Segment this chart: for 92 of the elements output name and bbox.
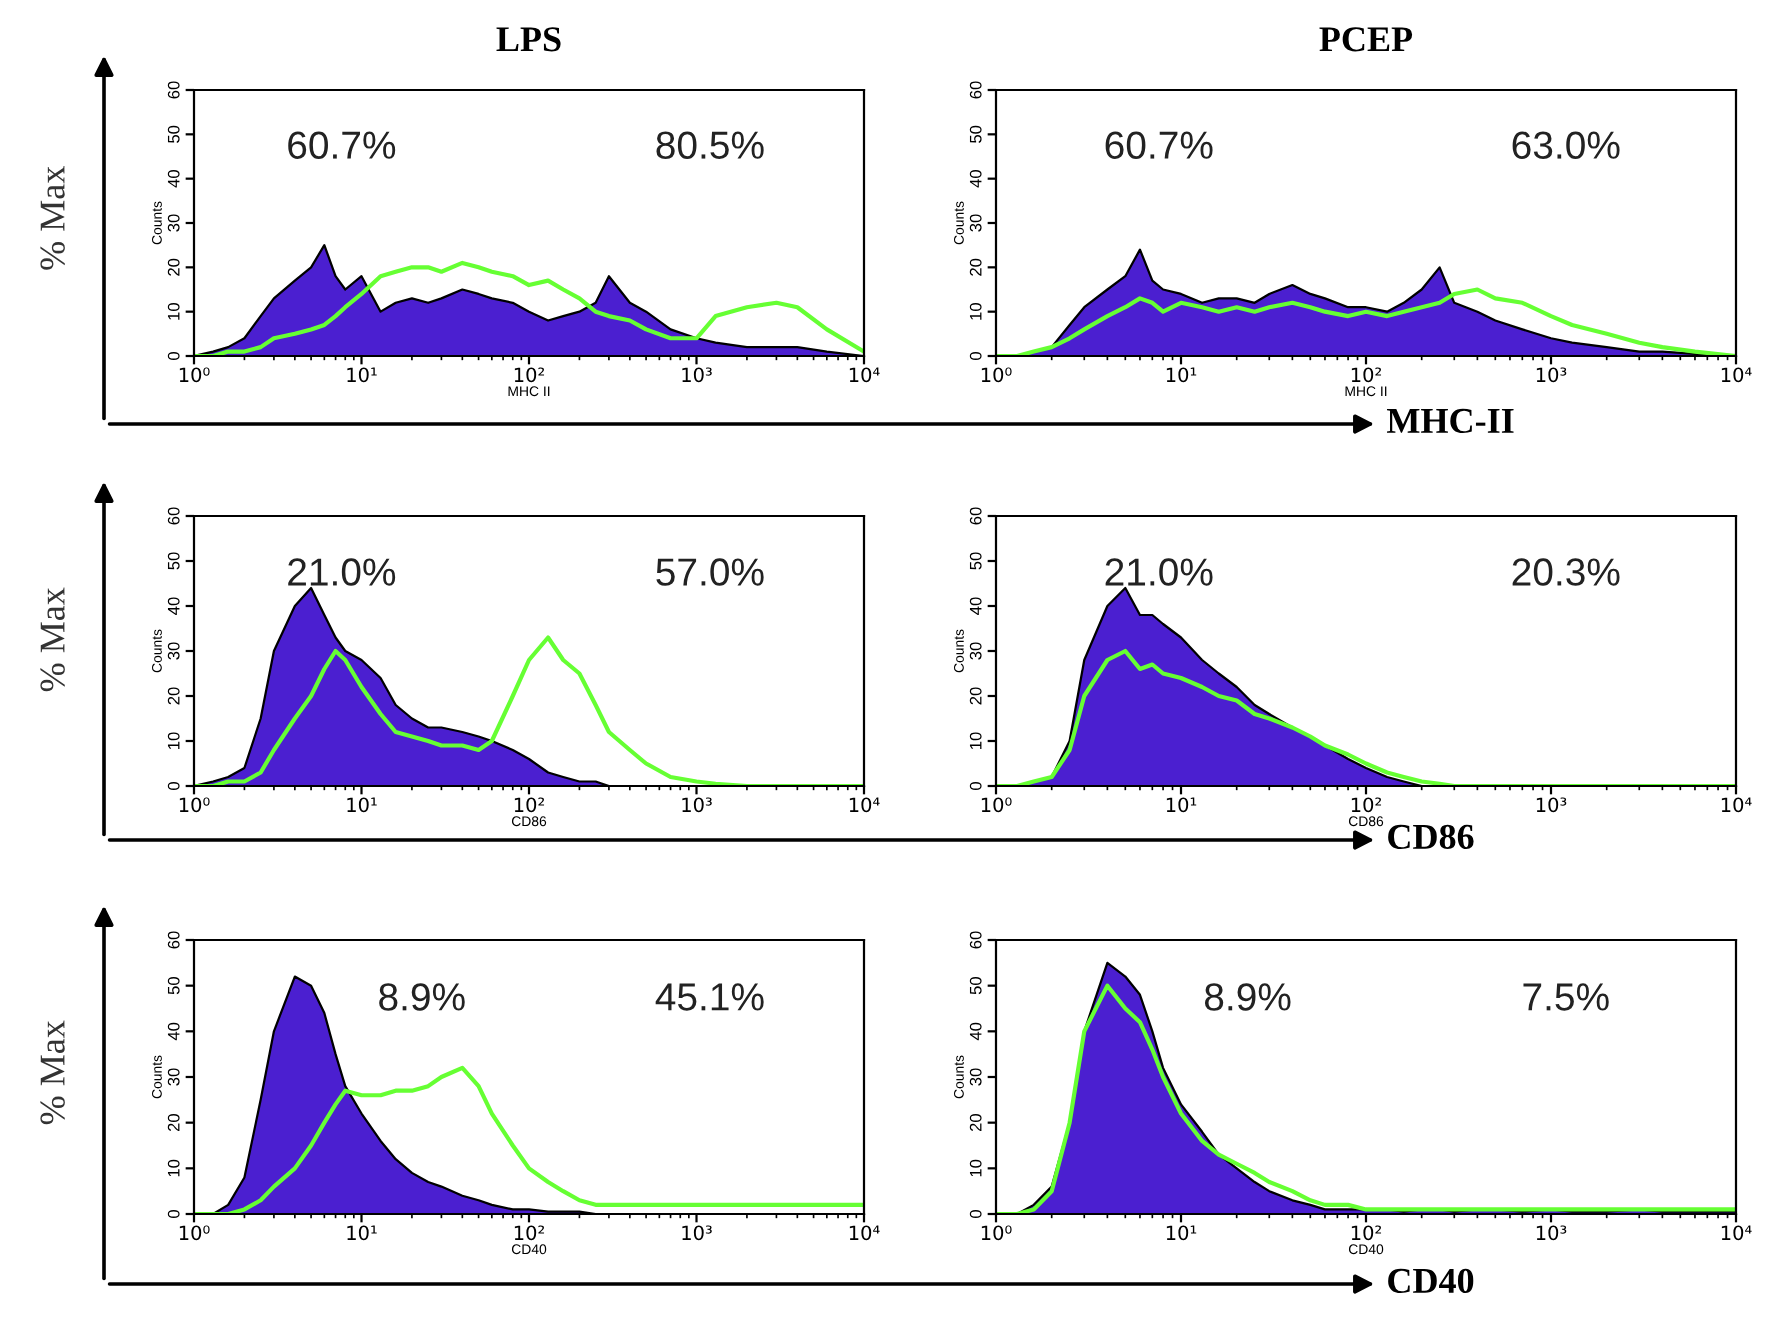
annotation: 7.5% <box>1523 983 1609 1011</box>
y-tick-label: 20 <box>969 258 982 276</box>
y-tick-label: 30 <box>969 214 982 232</box>
y-tick-label: 60 <box>167 931 180 949</box>
y-tick-label: 40 <box>969 1022 982 1041</box>
y-tick-label: 50 <box>167 977 180 995</box>
annotation: 60.7% <box>288 131 396 159</box>
y-tick-label: 0 <box>167 782 180 790</box>
y-tick-label: 60 <box>167 81 180 99</box>
y-tick-label: 30 <box>167 1068 180 1086</box>
y-tick-label: 10 <box>969 732 982 749</box>
x-tick-label: 10¹ <box>1166 367 1197 383</box>
y-tick-label: 0 <box>167 352 180 360</box>
text: CD86 <box>1388 824 1474 850</box>
y-tick-label: 60 <box>969 931 982 949</box>
x-tick-label: 10⁰ <box>179 1225 210 1241</box>
x-tick-label: 10⁴ <box>849 797 880 813</box>
y-tick-label: 10 <box>969 1159 982 1177</box>
x-tick-label: 10⁰ <box>981 797 1012 813</box>
y-tick-label: 20 <box>969 1114 982 1132</box>
text: MHC-II <box>1386 408 1514 434</box>
y-tick-label: 50 <box>167 552 180 570</box>
x-tick-label: 10⁴ <box>849 367 880 383</box>
x-tick-label: 10⁰ <box>981 367 1012 383</box>
y-tick-label: 60 <box>167 507 180 525</box>
text: CD40 <box>1388 1268 1474 1294</box>
annotation: 8.9% <box>379 983 465 1011</box>
y-tick-label: 20 <box>167 687 180 705</box>
y-tick-label: 50 <box>969 125 982 143</box>
y-tick-label: 0 <box>969 1210 982 1218</box>
y-tick-label: 60 <box>969 507 982 525</box>
y-tick-label: 30 <box>167 214 180 232</box>
y-tick-label: 20 <box>167 1114 180 1132</box>
text: % Max <box>40 166 65 270</box>
y-tick-label: 40 <box>969 170 982 188</box>
y-tick-label: 0 <box>969 352 982 360</box>
x-tick-label: 10² <box>1351 797 1382 813</box>
chart-title: LPS <box>496 27 561 52</box>
annotation: 57.0% <box>656 558 764 586</box>
y-tick-label: 0 <box>167 1210 180 1218</box>
annotation: 21.0% <box>288 558 396 586</box>
text: % Max <box>40 587 65 692</box>
y-tick-label: 20 <box>167 258 180 276</box>
x-tick-label: 10³ <box>1536 1225 1567 1241</box>
x-tick-label: 10² <box>514 797 545 813</box>
y-tick-label: 10 <box>167 303 180 320</box>
x-tick-label: 10⁴ <box>1721 1225 1752 1241</box>
y-tick-label: 20 <box>969 687 982 705</box>
x-tick-label: 10¹ <box>347 797 377 813</box>
x-tick-label: 10² <box>514 1225 545 1241</box>
y-tick-label: 30 <box>167 642 180 660</box>
x-tick-label: 10³ <box>1536 367 1567 383</box>
x-tick-label: 10³ <box>1536 797 1567 813</box>
annotation: 45.1% <box>655 983 764 1011</box>
annotation: 63.0% <box>1512 131 1620 159</box>
y-tick-label: 40 <box>167 597 180 615</box>
x-tick-label: 10³ <box>682 797 712 813</box>
x-tick-label: 10³ <box>682 367 712 383</box>
x-tick-label: 10² <box>1351 1225 1382 1241</box>
annotation: 20.3% <box>1512 558 1620 586</box>
x-tick-label: 10⁴ <box>849 1225 880 1241</box>
y-tick-label: 60 <box>969 81 982 99</box>
y-tick-label: 50 <box>969 552 982 570</box>
y-tick-label: 40 <box>167 1022 180 1041</box>
x-tick-label: 10¹ <box>347 1225 377 1241</box>
x-tick-label: 10⁴ <box>1721 367 1752 383</box>
y-tick-label: 10 <box>167 732 180 749</box>
text: % Max <box>40 1020 65 1125</box>
x-tick-label: 10¹ <box>1166 797 1197 813</box>
x-tick-label: 10⁴ <box>1721 797 1752 813</box>
annotation: 60.7% <box>1105 131 1213 159</box>
y-tick-label: 50 <box>167 125 180 143</box>
annotation: 8.9% <box>1204 983 1291 1011</box>
x-tick-label: 10¹ <box>1166 1225 1197 1241</box>
x-tick-label: 10³ <box>682 1225 712 1241</box>
y-tick-label: 30 <box>969 642 982 660</box>
y-tick-label: 10 <box>969 303 982 320</box>
annotation: 21.0% <box>1105 558 1213 586</box>
x-tick-label: 10⁰ <box>179 797 210 813</box>
x-tick-label: 10² <box>514 367 545 383</box>
x-tick-label: 10¹ <box>347 367 377 383</box>
y-tick-label: 30 <box>969 1068 982 1086</box>
y-tick-label: 40 <box>167 170 180 188</box>
y-tick-label: 0 <box>969 782 982 790</box>
y-tick-label: 10 <box>167 1159 180 1177</box>
x-tick-label: 10² <box>1351 367 1382 383</box>
y-tick-label: 50 <box>969 977 982 995</box>
chart-title: PCEP <box>1319 27 1413 52</box>
y-tick-label: 40 <box>969 597 982 615</box>
x-tick-label: 10⁰ <box>179 367 210 383</box>
x-tick-label: 10⁰ <box>981 1225 1012 1241</box>
annotation: 80.5% <box>656 131 764 159</box>
